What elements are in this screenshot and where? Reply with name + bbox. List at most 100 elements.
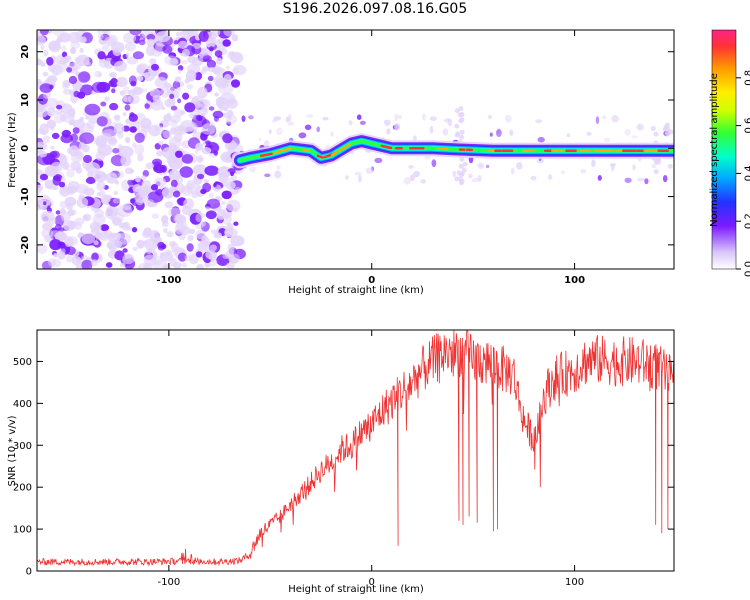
noise-blob [67,188,75,195]
noise-blob [509,129,514,136]
noise-blob [386,128,391,135]
noise-blob [101,129,117,141]
noise-blob [485,164,490,169]
noise-blob [114,117,121,123]
noise-blob [179,166,193,178]
noise-blob [200,132,208,141]
noise-blob [394,123,401,131]
signal-band-peak [259,152,273,158]
noise-blob [105,172,118,184]
spectrogram-y-tick-label: 10 [20,93,31,107]
noise-blob [105,262,113,268]
noise-blob [650,126,656,131]
noise-blob [181,48,190,57]
noise-blob [208,46,214,52]
noise-blob [198,157,204,162]
noise-blob [516,162,523,170]
noise-blob [422,113,426,121]
noise-blob [129,126,137,133]
noise-blob [155,189,164,196]
snr-series-line [37,330,674,567]
noise-blob [195,251,203,258]
noise-blob [170,105,178,111]
noise-blob [304,124,312,131]
noise-blob [420,179,427,184]
noise-blob [125,52,130,58]
noise-blob [46,200,54,207]
colorbar: 0.0 0.2 0.4 0.6 0.8 Normalized spectral ampl… [709,29,750,277]
noise-blob [156,150,164,157]
noise-blob [118,171,125,179]
noise-blob [197,57,204,62]
noise-blob [183,198,195,210]
snr-y-tick: 400 [13,399,674,410]
noise-blob [651,163,657,169]
noise-blob [161,187,172,198]
noise-blob [51,185,58,191]
noise-blob [76,197,89,208]
noise-blob [431,159,437,168]
noise-blob [560,170,565,175]
noise-blob [276,127,283,136]
noise-blob [537,136,545,143]
noise-blob [195,213,203,223]
spectrogram-y-tick: -20 [20,236,674,254]
noise-blob [97,30,103,35]
colorbar-tick: 0.6 [736,118,750,134]
noise-blob [413,170,420,178]
noise-blob [356,114,362,120]
signal-band-peak [330,151,338,157]
noise-blob [39,83,53,93]
noise-blob [454,176,460,182]
noise-blob [37,243,48,255]
noise-blob [140,175,147,181]
noise-blob [471,178,480,183]
noise-blob [164,55,178,66]
noise-blob [159,252,165,257]
noise-blob [234,187,241,193]
noise-blob [264,140,270,148]
noise-blob [591,159,596,168]
snr-plot-area [37,330,674,567]
noise-blob [232,67,240,75]
noise-blob [122,94,131,103]
noise-blob [39,30,49,36]
noise-blob [227,243,235,251]
colorbar-tick-label: 0.0 [743,261,750,277]
noise-blob [96,192,102,197]
noise-blob [216,208,226,220]
noise-blob [100,101,107,107]
noise-blob [496,129,502,138]
noise-blob [182,92,190,100]
noise-blob [168,157,183,170]
noise-blob [112,47,122,57]
noise-blob [37,31,41,37]
noise-blob [146,248,153,254]
noise-blob [322,116,329,121]
noise-blob [184,254,192,262]
noise-blob [187,75,194,82]
noise-blob [91,228,96,233]
noise-blob [85,176,96,185]
snr-y-tick-label: 0 [26,567,32,578]
noise-blob [125,136,131,144]
noise-blob [228,253,240,264]
noise-blob [177,252,187,262]
noise-blob [101,30,108,35]
noise-blob [61,45,67,51]
noise-blob [429,116,437,121]
noise-blob [186,83,194,90]
noise-blob [186,179,196,191]
noise-blob [489,132,493,137]
noise-blob [113,122,125,135]
noise-blob [66,168,75,178]
snr-y-label: SNR (10 * v/v) [7,415,18,486]
noise-blob [37,35,46,46]
noise-blob [230,171,234,176]
noise-blob [201,220,206,227]
noise-blob [79,116,84,122]
noise-blob [397,114,403,120]
noise-blob [644,178,649,185]
noise-blob [185,36,191,42]
spectrogram-y-tick: 20 [20,45,674,59]
